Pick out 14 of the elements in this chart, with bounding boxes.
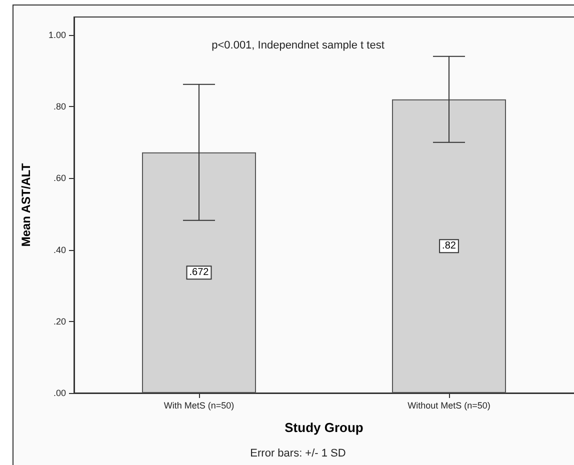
y-tick-label: .40 (53, 244, 66, 255)
y-tick-label: .20 (53, 316, 66, 326)
y-tick-label: 1.00 (48, 30, 66, 40)
x-tick-label: Without MetS (n=50) (408, 400, 490, 410)
y-tick-label: .80 (53, 102, 66, 112)
y-axis-title: Mean AST/ALT (19, 162, 33, 247)
y-tick-label: .00 (53, 388, 66, 398)
data-label: .82 (442, 240, 456, 252)
y-tick-label: .60 (53, 173, 66, 184)
text: Error bars: +/- 1 SD (250, 448, 346, 460)
annotation: p<0.001, Independnet sample t test (212, 40, 384, 52)
x-tick-label: With MetS (n=50) (164, 400, 234, 410)
data-label: .672 (189, 267, 210, 278)
x-axis-title: Study Group (284, 420, 364, 435)
